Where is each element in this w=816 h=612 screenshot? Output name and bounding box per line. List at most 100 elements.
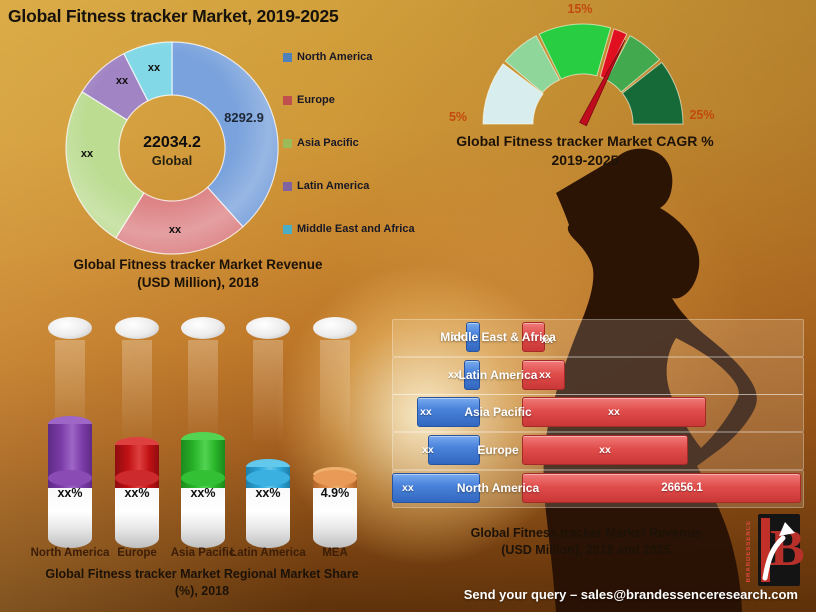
bar-2025-value: 26656.1 [661, 482, 703, 494]
gauge-tick-high: 25% [689, 108, 715, 122]
cylinder-mea: 4.9% MEA [295, 310, 375, 612]
revenue-bar-chart: xx Middle East & Africa xx xx Latin Amer… [392, 312, 806, 517]
legend-swatch-latin-america [283, 181, 292, 191]
cylinder-color-lip [115, 470, 159, 486]
legend-swatch-north-america [283, 52, 292, 62]
legend-swatch-mea [283, 224, 292, 234]
bar-2025-asia-pacific [522, 397, 706, 427]
gauge-seg-1 [482, 63, 544, 125]
share-category: Asia Pacific [170, 547, 236, 559]
bar-2025-value: xx [608, 406, 620, 418]
logo-arrow-icon [762, 522, 795, 581]
share-value: xx% [190, 486, 216, 500]
donut-caption-line1: Global Fitness tracker Market Revenue [73, 257, 323, 272]
gauge-seg-3 [538, 23, 612, 80]
legend-item-mea: Middle East and Africa [283, 223, 415, 235]
gauge-needle [579, 39, 626, 127]
bar-2025-latin-america [522, 360, 565, 390]
cylinder-reflection [320, 340, 350, 445]
cylinder-color-lip [181, 470, 225, 486]
bar-2018-latin-america [464, 360, 480, 390]
bar-2018-mea [466, 322, 480, 352]
bar-2018-value: xx [448, 369, 460, 381]
donut-chart: 8292.9 xx xx xx xx 22034.2 Global [65, 41, 279, 255]
page-title: Global Fitness tracker Market, 2019-2025 [8, 6, 339, 26]
row-band [392, 319, 804, 357]
legend-swatch-europe [283, 95, 292, 105]
gauge-seg-5 [621, 61, 684, 125]
legend-label: Asia Pacific [297, 137, 359, 149]
revenue-caption: Global Fitness tracker Market Revenue (U… [430, 525, 742, 559]
brand-name-vertical: BRANDESSENCE [746, 520, 752, 583]
cylinder-white-body [48, 476, 92, 548]
cylinder-cap-disc [181, 317, 225, 339]
gauge-tick-mid: 15% [567, 2, 593, 16]
row-band [392, 357, 804, 395]
revenue-caption-line2: (USD Million), 2018 and 2025 [501, 543, 671, 557]
legend-label: Europe [297, 94, 335, 106]
donut-value-north-america: 8292.9 [224, 110, 264, 125]
donut-caption: Global Fitness tracker Market Revenue (U… [20, 256, 376, 292]
logo-red-strip [761, 518, 770, 582]
share-category: Latin America [230, 547, 306, 559]
bar-2025-value: xx [541, 334, 553, 346]
bar-2018-value: xx [402, 482, 414, 494]
gauge-caption: Global Fitness tracker Market CAGR % 201… [420, 132, 750, 170]
cylinder-north-america: xx% North America [30, 310, 110, 612]
bar-2018-value: xx [422, 444, 434, 456]
donut-value-latin-america: xx [116, 75, 129, 87]
donut-value-mea: xx [148, 62, 161, 74]
bar-2018-north-america [392, 473, 480, 503]
bar-2018-value: xx [420, 406, 432, 418]
cylinder-latin-america: xx% Latin America [228, 310, 308, 612]
bar-2018-value: xx [452, 331, 464, 343]
donut-center-label: Global [152, 153, 192, 168]
legend-label: Middle East and Africa [297, 223, 415, 235]
share-caption: Global Fitness tracker Market Regional M… [0, 566, 404, 600]
legend-item-north-america: North America [283, 51, 372, 63]
gauge-seg-4 [605, 35, 661, 93]
brandessence-logo: BRANDESSENCE B [746, 514, 805, 592]
share-category: North America [30, 547, 110, 559]
bar-row-label: Latin America [458, 368, 538, 382]
gauge-tick-low: 5% [448, 110, 468, 124]
cylinder-white-body [115, 476, 159, 548]
legend-swatch-asia-pacific [283, 138, 292, 148]
bar-2018-europe [428, 435, 480, 465]
bar-2025-europe [522, 435, 688, 465]
legend-label: Latin America [297, 180, 370, 192]
cylinder-cap-disc [313, 317, 357, 339]
contact-email-link[interactable]: Send your query – sales@brandessencerese… [463, 587, 798, 602]
bar-2018-asia-pacific [417, 397, 480, 427]
bar-2025-value: xx [539, 369, 551, 381]
revenue-caption-line1: Global Fitness tracker Market Revenue [470, 526, 702, 540]
bar-row-label: Europe [477, 443, 519, 457]
cylinder-white-body [313, 476, 357, 548]
share-value: xx% [255, 486, 281, 500]
cylinder-cap-disc [246, 317, 290, 339]
cylinder-color-lip [313, 470, 357, 486]
share-category: MEA [322, 547, 348, 559]
cylinder-color-lip [48, 470, 92, 486]
cylinder-reflection [122, 340, 152, 445]
share-category: Europe [117, 547, 157, 559]
share-caption-line2: (%), 2018 [174, 584, 230, 598]
bar-2025-value: xx [599, 444, 611, 456]
legend-item-asia-pacific: Asia Pacific [283, 137, 359, 149]
share-caption-line1: Global Fitness tracker Market Regional M… [45, 567, 359, 581]
gauge-caption-line1: Global Fitness tracker Market CAGR % [456, 133, 714, 149]
cylinder-color-lip [246, 470, 290, 486]
bar-2025-mea [522, 322, 545, 352]
share-value: xx% [124, 486, 150, 500]
bar-2025-north-america [522, 473, 801, 503]
cylinder-asia-pacific: xx% Asia Pacific [163, 310, 243, 612]
bar-row-label: Asia Pacific [464, 405, 532, 419]
cylinder-reflection [188, 340, 218, 445]
legend-label: North America [297, 51, 373, 63]
bar-row-label: North America [456, 481, 540, 495]
cylinder-cap-disc [115, 317, 159, 339]
cylinder-white-body [181, 476, 225, 548]
cylinder-europe: xx% Europe [97, 310, 177, 612]
gauge-chart [482, 23, 684, 127]
